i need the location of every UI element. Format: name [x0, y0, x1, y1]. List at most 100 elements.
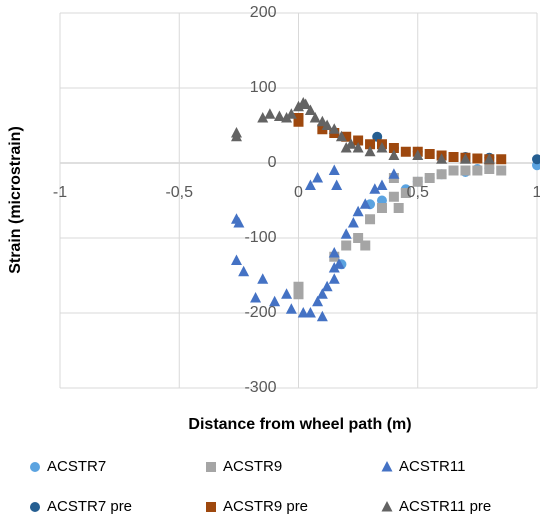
point — [333, 258, 345, 269]
point — [238, 265, 250, 277]
point — [483, 153, 495, 164]
point — [496, 165, 507, 176]
point — [376, 203, 387, 213]
x-tick-label: 0 — [294, 184, 303, 201]
point — [230, 130, 242, 142]
point — [297, 307, 309, 318]
point — [281, 112, 293, 123]
point — [250, 292, 262, 303]
point — [230, 254, 242, 265]
point — [328, 123, 340, 134]
point — [293, 116, 304, 127]
point — [365, 139, 376, 150]
point — [364, 145, 376, 157]
legend-label: ACSTR7 — [47, 458, 106, 475]
point — [285, 303, 297, 314]
x-axis-title: Distance from wheel path (m) — [188, 416, 411, 433]
point — [352, 205, 364, 217]
point — [436, 153, 448, 164]
point — [233, 217, 245, 228]
legend-marker — [206, 462, 216, 472]
point — [321, 280, 333, 292]
y-axis-title: Strain (microstrain) — [7, 126, 24, 274]
legend-marker — [206, 502, 216, 512]
x-tick-label: 0,5 — [407, 184, 429, 201]
legend-label: ACSTR11 pre — [399, 498, 491, 515]
point — [316, 288, 328, 299]
legend-marker — [381, 501, 393, 512]
point — [393, 203, 404, 213]
point — [304, 179, 316, 190]
point — [484, 164, 495, 174]
y-tick-label: 100 — [250, 79, 277, 96]
x-tick-label: -0,5 — [165, 184, 193, 201]
point — [312, 172, 324, 183]
point — [341, 131, 352, 142]
legend-marker — [381, 461, 393, 472]
point — [388, 143, 399, 153]
point — [331, 179, 343, 190]
point — [304, 307, 316, 318]
point — [353, 233, 364, 243]
point — [340, 142, 352, 153]
point — [369, 183, 381, 194]
point — [300, 98, 312, 109]
point — [347, 217, 359, 228]
point — [328, 164, 340, 175]
point — [412, 176, 423, 187]
point — [321, 119, 333, 130]
point — [328, 262, 340, 273]
legend-label: ACSTR9 pre — [223, 498, 308, 515]
point — [472, 153, 483, 164]
point — [388, 149, 400, 160]
point — [312, 295, 324, 307]
legend-label: ACSTR9 — [223, 458, 282, 475]
point — [316, 310, 328, 322]
x-tick-label: 1 — [533, 184, 540, 201]
point — [340, 228, 352, 239]
point — [460, 165, 471, 176]
point — [257, 273, 269, 284]
point — [424, 173, 435, 183]
point — [360, 240, 371, 251]
legend-label: ACSTR11 — [399, 458, 465, 475]
point — [376, 142, 388, 153]
point — [264, 108, 276, 119]
point — [359, 198, 371, 209]
point — [309, 112, 321, 123]
point — [388, 168, 400, 179]
y-tick-label: 0 — [268, 154, 277, 171]
point — [436, 169, 447, 180]
point — [341, 240, 352, 251]
point — [472, 165, 483, 176]
point — [448, 152, 459, 162]
point — [353, 135, 364, 146]
point — [448, 165, 459, 176]
point — [388, 191, 399, 202]
point — [400, 146, 411, 157]
point — [459, 153, 471, 164]
point — [400, 188, 411, 198]
legend-marker — [30, 502, 40, 512]
x-tick-label: -1 — [53, 184, 67, 201]
point — [376, 179, 388, 190]
point — [365, 214, 376, 225]
point — [257, 112, 269, 123]
point — [281, 288, 293, 299]
point — [273, 110, 285, 121]
point — [412, 149, 424, 160]
y-tick-label: -100 — [244, 229, 276, 246]
point — [293, 289, 304, 300]
legend-marker — [30, 462, 40, 472]
point — [345, 138, 357, 149]
point — [496, 154, 507, 165]
point — [328, 247, 340, 258]
point — [328, 273, 340, 284]
point — [352, 142, 364, 153]
y-tick-label: -200 — [244, 304, 276, 321]
y-tick-label: 200 — [250, 4, 277, 21]
point — [293, 281, 304, 292]
point — [269, 295, 281, 307]
point — [285, 108, 297, 119]
